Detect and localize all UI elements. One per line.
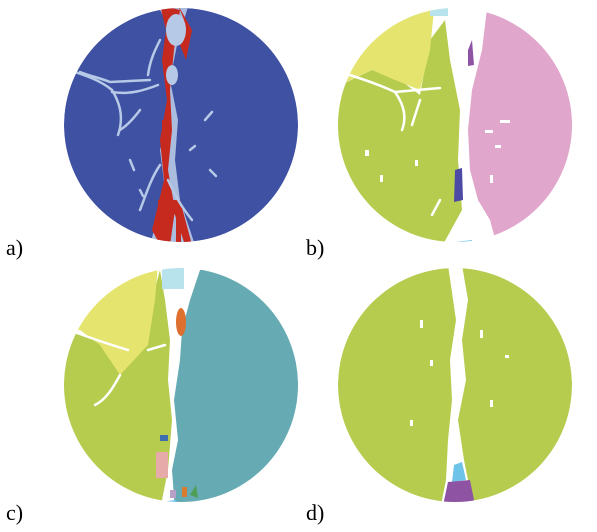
panel-b: b) — [306, 8, 572, 260]
panel-b-fragment-indigo — [454, 168, 463, 202]
panel-a-crack-highlights — [158, 120, 181, 242]
panel-c-image — [64, 268, 298, 502]
panel-b-label: b) — [306, 235, 324, 260]
panel-d-fragment-blue — [452, 462, 466, 482]
panel-c-fragment-darkgreen — [190, 485, 198, 498]
panel-b-fragment-pink — [468, 8, 572, 242]
panel-c-label: c) — [6, 500, 23, 525]
panel-a-branch-cracks — [64, 38, 218, 222]
panel-c: c) — [6, 268, 298, 525]
panel-a-label: a) — [6, 235, 23, 260]
panel-d-image — [338, 268, 572, 502]
panel-d-flecks — [410, 320, 509, 426]
panel-d: d) — [306, 268, 572, 525]
panel-d-label: d) — [306, 500, 324, 525]
panel-a-background — [64, 8, 298, 242]
panel-d-fragment-purple — [442, 480, 476, 502]
panel-d-crack — [440, 268, 475, 502]
panel-b-cracks — [338, 70, 442, 217]
panel-b-fragment-lightblue-top — [430, 8, 448, 16]
panel-c-fragment-pink — [156, 452, 168, 478]
panel-c-fragment-green — [64, 270, 172, 502]
panel-b-fragment-purple — [468, 40, 474, 66]
panel-c-fragment-lavender — [170, 490, 176, 498]
panel-c-fragment-orange — [176, 308, 186, 336]
panel-c-fragment-teal — [172, 270, 298, 502]
panel-b-image — [338, 8, 572, 242]
panel-c-fragment-lightblue-top — [162, 268, 184, 289]
panel-a: a) — [6, 8, 298, 260]
panel-b-fragment-green — [338, 20, 462, 242]
panel-c-cracks — [73, 330, 167, 407]
panel-c-fragment-darkblue — [160, 435, 168, 441]
panel-b-flecks — [365, 120, 510, 183]
panel-a-image — [64, 8, 298, 242]
panel-c-fragment-orange-small — [182, 487, 187, 497]
